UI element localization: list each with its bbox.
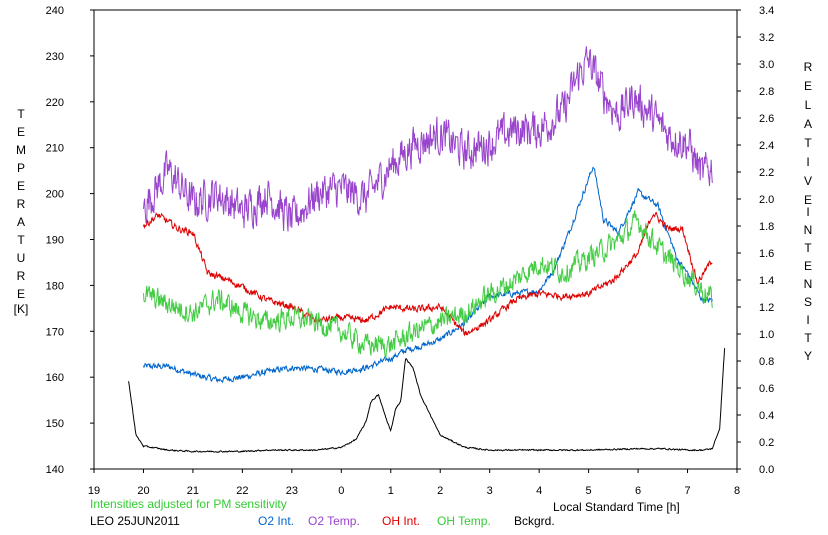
right-label-letter: E xyxy=(804,259,812,273)
x-axis-ticks: 19 20 21 22 23 0 1 2 3 4 5 6 7 8 xyxy=(88,469,740,497)
right-label-letter: T xyxy=(804,136,812,150)
right-label-letter: S xyxy=(804,295,812,309)
left-label-unit: [K] xyxy=(14,302,29,316)
x-tick-label: 4 xyxy=(536,485,542,497)
right-tick-label: 0.6 xyxy=(759,383,774,395)
plot-frame xyxy=(93,9,738,470)
right-tick-label: 1.0 xyxy=(759,329,774,341)
legend-oh-temp: OH Temp. xyxy=(437,514,491,528)
x-tick-label: 7 xyxy=(684,485,690,497)
left-tick-label: 240 xyxy=(46,5,64,17)
left-label-letter: R xyxy=(17,269,26,283)
right-tick-label: 0.2 xyxy=(759,437,774,449)
right-label-letter: A xyxy=(804,117,812,131)
left-tick-label: 160 xyxy=(46,372,64,384)
right-tick-label: 2.8 xyxy=(759,86,774,98)
left-label-letter: E xyxy=(17,287,25,301)
right-axis-ticks: 0.0 0.2 0.4 0.6 0.8 1.0 1.2 1.4 1.6 1.8 2.0 2.2 2.4 2… xyxy=(737,5,774,476)
site-date-label: LEO 25JUN2011 xyxy=(90,514,180,528)
x-tick-label: 21 xyxy=(187,485,199,497)
right-tick-label: 3.4 xyxy=(759,5,774,17)
left-tick-label: 190 xyxy=(46,235,64,247)
right-tick-label: 0.0 xyxy=(759,464,774,476)
left-label-letter: U xyxy=(17,251,26,265)
series-layer xyxy=(128,46,726,453)
left-label-letter: M xyxy=(16,143,26,157)
left-tick-label: 170 xyxy=(46,326,64,338)
x-tick-label: 6 xyxy=(635,485,641,497)
x-tick-label: 3 xyxy=(487,485,493,497)
left-tick-label: 230 xyxy=(46,51,64,63)
right-label-letter: N xyxy=(804,277,813,291)
left-axis-ticks: 140 150 160 170 180 190 200 210 220 230 240 xyxy=(46,5,94,476)
x-tick-label: 0 xyxy=(338,485,344,497)
right-label-letter: T xyxy=(804,331,812,345)
right-label-letter: Y xyxy=(804,349,812,363)
left-label-letter: T xyxy=(17,107,25,121)
right-label-letter: V xyxy=(804,174,812,188)
x-tick-label: 5 xyxy=(586,485,592,497)
right-tick-label: 0.8 xyxy=(759,356,774,368)
right-label-letter: R xyxy=(804,60,813,74)
series-line-oh-int xyxy=(143,211,713,337)
left-tick-label: 220 xyxy=(46,97,64,109)
right-label-letter: I xyxy=(806,155,809,169)
left-label-letter: R xyxy=(17,197,26,211)
series-line-o2-int xyxy=(143,166,713,384)
right-tick-label: 3.2 xyxy=(759,32,774,44)
legend-o2-temp: O2 Temp. xyxy=(308,514,360,528)
x-tick-label: 22 xyxy=(236,485,248,497)
left-label-letter: E xyxy=(17,125,25,139)
x-tick-label: 19 xyxy=(88,485,100,497)
right-tick-label: 1.4 xyxy=(759,275,774,287)
right-label-letter: T xyxy=(804,241,812,255)
left-label-letter: T xyxy=(17,233,25,247)
right-tick-label: 3.0 xyxy=(759,59,774,71)
right-tick-label: 1.8 xyxy=(759,221,774,233)
x-tick-label: 2 xyxy=(437,485,443,497)
x-tick-label: 8 xyxy=(734,485,740,497)
left-label-letter: P xyxy=(17,161,25,175)
series-line-oh-temp xyxy=(143,210,713,360)
series-line-o2-temp xyxy=(143,46,713,232)
x-tick-label: 1 xyxy=(388,485,394,497)
right-tick-label: 2.2 xyxy=(759,167,774,179)
series-line-bckgrd xyxy=(128,348,726,453)
x-axis-label: Local Standard Time [h] xyxy=(553,500,680,514)
right-label-letter: N xyxy=(804,223,813,237)
left-tick-label: 200 xyxy=(46,189,64,201)
right-tick-label: 1.6 xyxy=(759,248,774,260)
x-tick-label: 20 xyxy=(137,485,149,497)
right-tick-label: 2.0 xyxy=(759,194,774,206)
right-label-letter: L xyxy=(805,98,812,112)
right-label-letter: E xyxy=(804,193,812,207)
legend-o2-int: O2 Int. xyxy=(258,514,295,528)
left-tick-label: 150 xyxy=(46,418,64,430)
x-tick-label: 23 xyxy=(286,485,298,497)
right-tick-label: 2.6 xyxy=(759,113,774,125)
legend-bckgrd: Bckgrd. xyxy=(514,514,555,528)
right-label-letter: E xyxy=(804,79,812,93)
right-tick-label: 0.4 xyxy=(759,410,774,422)
legend-oh-int: OH Int. xyxy=(382,514,421,528)
left-label-letter: E xyxy=(17,179,25,193)
left-label-letter: A xyxy=(17,215,25,229)
right-tick-label: 2.4 xyxy=(759,140,774,152)
right-label-letter: I xyxy=(806,205,809,219)
left-tick-label: 140 xyxy=(46,464,64,476)
left-tick-label: 210 xyxy=(46,143,64,155)
left-tick-label: 180 xyxy=(46,280,64,292)
right-label-letter: I xyxy=(806,313,809,327)
sensitivity-note: Intensities adjusted for PM sensitivity xyxy=(90,497,287,511)
right-tick-label: 1.2 xyxy=(759,302,774,314)
